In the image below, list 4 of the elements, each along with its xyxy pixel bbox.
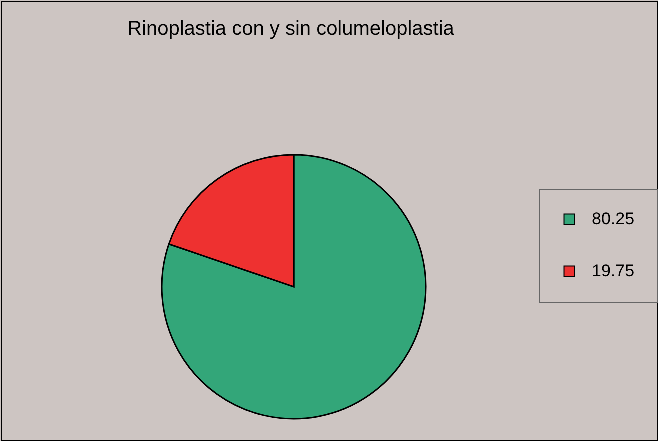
chart-title: Rinoplastia con y sin columeloplastia <box>128 18 456 40</box>
legend-label: 19.75 <box>592 262 635 280</box>
legend-label: 80.25 <box>592 210 635 228</box>
pie-slice <box>161 154 427 420</box>
